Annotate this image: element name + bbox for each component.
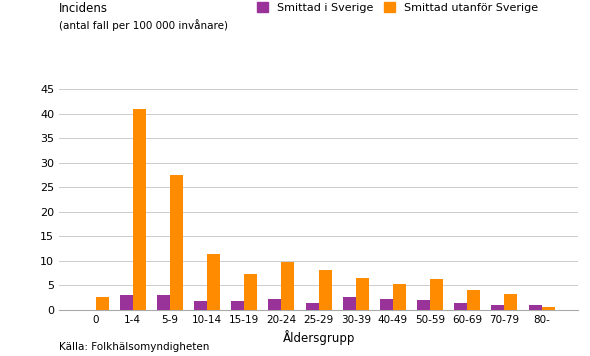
Bar: [454, 303, 467, 310]
Bar: [133, 109, 146, 310]
Bar: [244, 274, 257, 310]
Bar: [430, 279, 443, 310]
Bar: [306, 303, 319, 310]
Text: Källa: Folkhälsomyndigheten: Källa: Folkhälsomyndigheten: [59, 342, 209, 352]
Bar: [343, 298, 356, 310]
Bar: [417, 300, 430, 310]
Bar: [393, 284, 406, 310]
Text: Incidens: Incidens: [59, 2, 108, 15]
Bar: [504, 294, 517, 310]
X-axis label: Åldersgrupp: Åldersgrupp: [283, 330, 355, 345]
Bar: [491, 305, 504, 310]
Bar: [170, 175, 183, 310]
Bar: [231, 302, 244, 310]
Bar: [96, 298, 109, 310]
Bar: [157, 295, 170, 310]
Bar: [194, 301, 207, 310]
Bar: [529, 305, 542, 310]
Bar: [380, 299, 393, 310]
Bar: [268, 299, 281, 310]
Bar: [207, 254, 220, 310]
Text: (antal fall per 100 000 invånare): (antal fall per 100 000 invånare): [59, 20, 228, 31]
Bar: [120, 295, 133, 310]
Bar: [281, 262, 294, 310]
Bar: [542, 307, 555, 310]
Legend: Smittad i Sverige, Smittad utanför Sverige: Smittad i Sverige, Smittad utanför Sveri…: [257, 2, 538, 12]
Bar: [356, 278, 369, 310]
Bar: [467, 290, 480, 310]
Bar: [319, 271, 332, 310]
